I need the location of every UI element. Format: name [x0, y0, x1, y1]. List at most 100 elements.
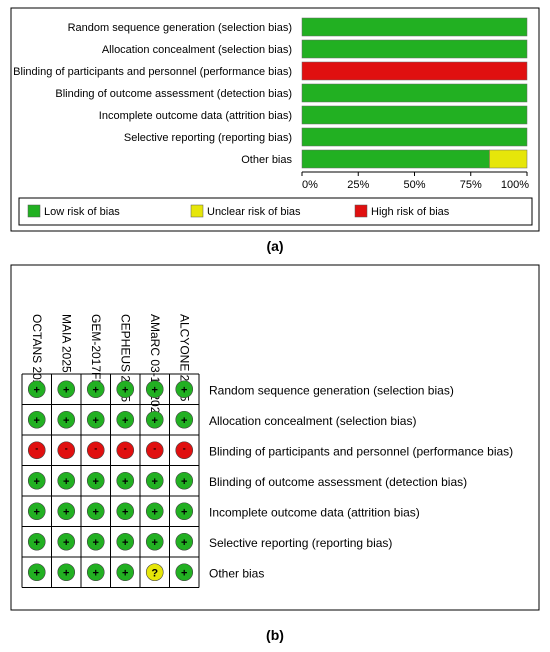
- judgement-symbol: +: [93, 415, 99, 427]
- category-label-incomplete-outcome-data-attrition-bias: Incomplete outcome data (attrition bias): [99, 110, 292, 122]
- judgement-symbol: +: [181, 537, 187, 549]
- judgement-low-cepheus-2025-row7: [116, 563, 135, 582]
- judgement-symbol: +: [63, 537, 69, 549]
- judgement-symbol: +: [93, 567, 99, 579]
- judgement-low-maia-2025-row2: [57, 410, 76, 429]
- panel-b-label: (b): [266, 627, 284, 643]
- judgement-symbol: +: [152, 415, 158, 427]
- judgement-low-alcyone-2025-row4: [175, 471, 194, 490]
- judgement-low-maia-2025-row5: [57, 502, 76, 521]
- bar-low-risk-of-bias-other-bias: [301, 149, 490, 169]
- judgement-symbol: +: [152, 384, 158, 396]
- judgement-low-octans-2025-row5: [27, 502, 46, 521]
- judgement-low-maia-2025-row4: [57, 471, 76, 490]
- judgement-symbol: +: [34, 415, 40, 427]
- x-tick-label: 100%: [501, 179, 529, 191]
- judgement-low-octans-2025-row7: [27, 563, 46, 582]
- judgement-symbol: +: [181, 567, 187, 579]
- domain-label-selective-reporting-reporting-bias: Selective reporting (reporting bias): [209, 536, 392, 550]
- judgement-low-octans-2025-row1: [27, 380, 46, 399]
- judgement-symbol: +: [63, 415, 69, 427]
- category-label-blinding-of-outcome-assessment-detection-bias: Blinding of outcome assessment (detectio…: [55, 88, 292, 100]
- study-header-alcyone-2025: ALCYONE 2025: [177, 314, 191, 402]
- legend-label-high-risk-of-bias: High risk of bias: [371, 206, 450, 218]
- judgement-low-cepheus-2025-row5: [116, 502, 135, 521]
- judgement-symbol: +: [63, 476, 69, 488]
- judgement-low-alcyone-2025-row7: [175, 563, 194, 582]
- judgement-symbol: +: [93, 537, 99, 549]
- category-label-allocation-concealment-selection-bias: Allocation concealment (selection bias): [102, 44, 292, 56]
- category-label-other-bias: Other bias: [241, 154, 292, 166]
- category-label-random-sequence-generation-selection-bias: Random sequence generation (selection bi…: [68, 22, 292, 34]
- judgement-low-octans-2025-row6: [27, 532, 46, 551]
- judgement-high-amarc-03-16-2025-row3: [145, 441, 164, 460]
- judgement-low-amarc-03-16-2025-row1: [145, 380, 164, 399]
- judgement-symbol: +: [93, 384, 99, 396]
- judgement-low-amarc-03-16-2025-row2: [145, 410, 164, 429]
- judgement-symbol: +: [34, 567, 40, 579]
- domain-label-random-sequence-generation-selection-bias: Random sequence generation (selection bi…: [209, 383, 454, 397]
- judgement-symbol: +: [34, 384, 40, 396]
- category-label-selective-reporting-reporting-bias: Selective reporting (reporting bias): [124, 132, 292, 144]
- panel-a-frame: [10, 7, 540, 232]
- legend-swatch-high-risk-of-bias: [354, 204, 368, 218]
- bar-low-risk-of-bias-allocation-concealment-selection-bias: [301, 39, 528, 59]
- judgement-symbol: +: [63, 384, 69, 396]
- judgement-symbol: +: [93, 506, 99, 518]
- legend-swatch-unclear-risk-of-bias: [190, 204, 204, 218]
- judgement-low-cepheus-2025-row1: [116, 380, 135, 399]
- judgement-low-gem-2017fit-row2: [86, 410, 105, 429]
- judgement-symbol: +: [122, 567, 128, 579]
- judgement-low-cepheus-2025-row2: [116, 410, 135, 429]
- judgement-symbol: -: [153, 443, 156, 453]
- x-tick-label: 0%: [302, 179, 318, 191]
- study-header-maia-2025: MAIA 2025: [59, 314, 73, 373]
- judgement-high-cepheus-2025-row3: [116, 441, 135, 460]
- judgement-low-alcyone-2025-row6: [175, 532, 194, 551]
- x-tick-label: 25%: [347, 179, 369, 191]
- bar-low-risk-of-bias-blinding-of-outcome-assessment-detection-bias: [301, 83, 528, 103]
- judgement-low-alcyone-2025-row2: [175, 410, 194, 429]
- judgement-low-gem-2017fit-row7: [86, 563, 105, 582]
- judgement-symbol: +: [122, 384, 128, 396]
- judgement-symbol: +: [181, 506, 187, 518]
- legend-label-low-risk-of-bias: Low risk of bias: [44, 206, 120, 218]
- judgement-low-maia-2025-row1: [57, 380, 76, 399]
- judgement-symbol: +: [181, 415, 187, 427]
- judgement-symbol: ?: [151, 567, 158, 579]
- judgement-low-cepheus-2025-row6: [116, 532, 135, 551]
- judgement-low-maia-2025-row6: [57, 532, 76, 551]
- bar-high-risk-of-bias-blinding-of-participants-and-personnel-performance-bias: [301, 61, 528, 81]
- chart-a: Random sequence generation (selection bi…: [10, 7, 540, 254]
- x-tick-label: 75%: [460, 179, 482, 191]
- judgement-symbol: +: [34, 537, 40, 549]
- bar-low-risk-of-bias-random-sequence-generation-selection-bias: [301, 17, 528, 37]
- judgement-symbol: -: [94, 443, 97, 453]
- judgement-low-amarc-03-16-2025-row4: [145, 471, 164, 490]
- judgement-symbol: -: [65, 443, 68, 453]
- domain-label-incomplete-outcome-data-attrition-bias: Incomplete outcome data (attrition bias): [209, 505, 420, 519]
- judgement-symbol: +: [122, 506, 128, 518]
- x-tick-label: 50%: [403, 179, 425, 191]
- legend-swatch-low-risk-of-bias: [27, 204, 41, 218]
- judgement-symbol: +: [93, 476, 99, 488]
- judgement-symbol: +: [122, 415, 128, 427]
- judgement-symbol: +: [34, 506, 40, 518]
- legend-label-unclear-risk-of-bias: Unclear risk of bias: [207, 206, 301, 218]
- judgement-low-gem-2017fit-row4: [86, 471, 105, 490]
- judgement-high-octans-2025-row3: [27, 441, 46, 460]
- judgement-symbol: +: [181, 476, 187, 488]
- judgement-high-gem-2017fit-row3: [86, 441, 105, 460]
- judgement-symbol: +: [152, 537, 158, 549]
- judgement-symbol: +: [122, 476, 128, 488]
- judgement-symbol: -: [35, 443, 38, 453]
- panel-b-frame: [10, 264, 540, 611]
- judgement-low-amarc-03-16-2025-row6: [145, 532, 164, 551]
- chart-b: OCTANS 2025 MAIA 2025 GEM-2017FIT CEPHEUS 2…: [10, 264, 540, 643]
- judgement-symbol: +: [181, 384, 187, 396]
- bar-low-risk-of-bias-incomplete-outcome-data-attrition-bias: [301, 105, 528, 125]
- bar-unclear-risk-of-bias-other-bias: [489, 149, 528, 169]
- category-label-blinding-of-participants-and-personnel-performance-bias: Blinding of participants and personnel (…: [13, 66, 292, 78]
- judgement-low-octans-2025-row4: [27, 471, 46, 490]
- judgement-low-gem-2017fit-row6: [86, 532, 105, 551]
